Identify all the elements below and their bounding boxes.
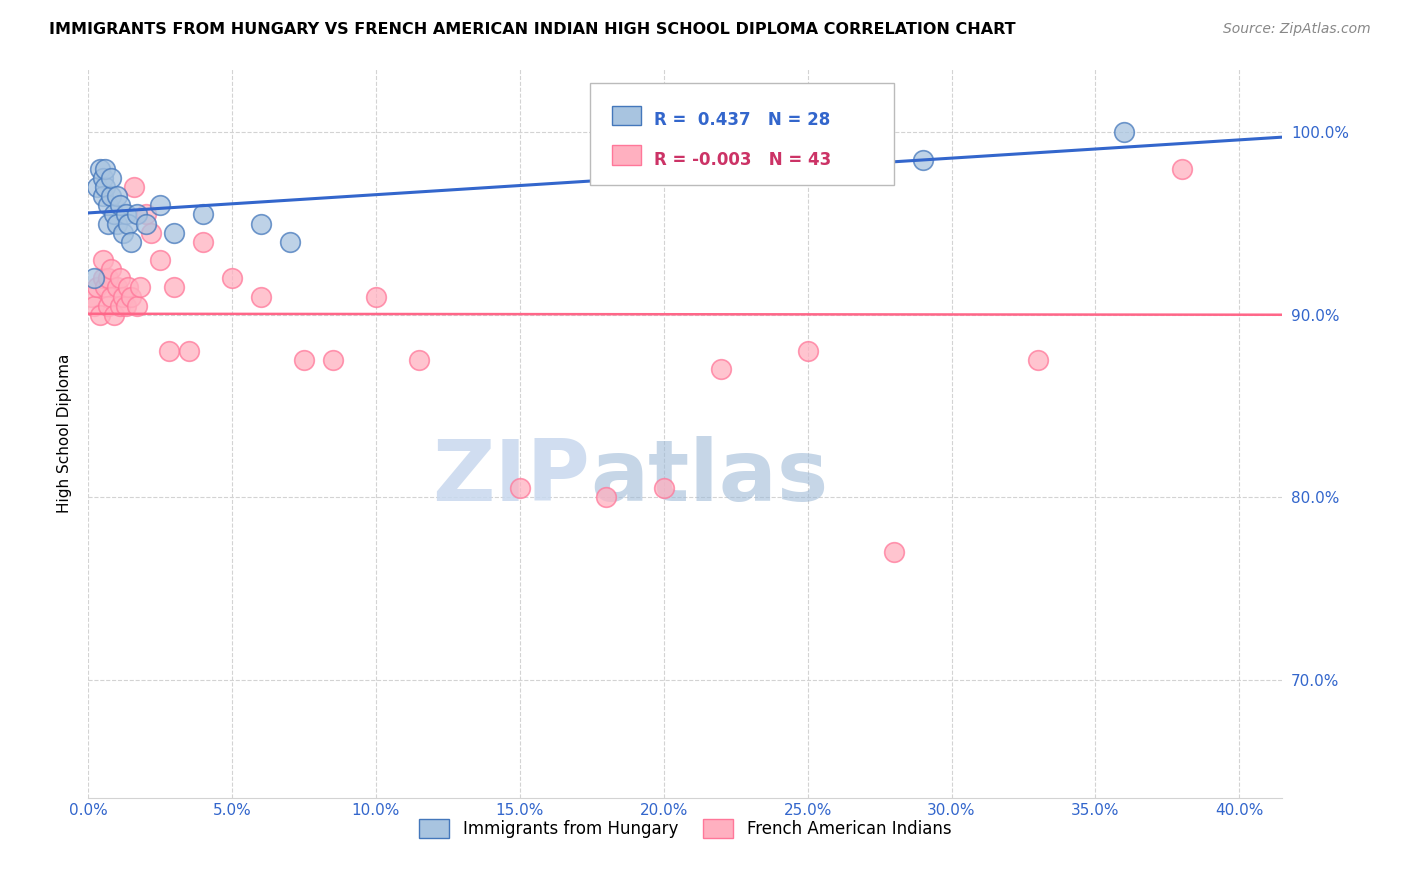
Text: R = -0.003   N = 43: R = -0.003 N = 43: [654, 151, 831, 169]
Point: [94, 161, 117, 176]
Point: [100, 189, 122, 203]
Text: R =  0.437   N = 28: R = 0.437 N = 28: [654, 112, 831, 129]
Point: [135, 207, 157, 221]
Point: [652, 481, 675, 495]
Point: [86, 280, 108, 294]
Point: [83, 271, 105, 285]
Point: [97, 217, 120, 231]
Point: [322, 353, 344, 368]
FancyBboxPatch shape: [613, 145, 641, 165]
Point: [149, 253, 172, 268]
Point: [250, 217, 273, 231]
Point: [94, 180, 117, 194]
Point: [103, 207, 125, 221]
Point: [710, 362, 733, 376]
Point: [163, 226, 186, 240]
Point: [89, 161, 111, 176]
Point: [796, 344, 818, 359]
Point: [125, 299, 148, 313]
Point: [111, 289, 134, 303]
Point: [97, 198, 120, 212]
Point: [408, 353, 430, 368]
Point: [86, 180, 108, 194]
Point: [292, 353, 315, 368]
Point: [114, 207, 136, 221]
Point: [100, 171, 122, 186]
Point: [114, 299, 136, 313]
Point: [120, 289, 142, 303]
Point: [883, 545, 905, 559]
Point: [103, 308, 125, 322]
Point: [108, 271, 131, 285]
Text: Source: ZipAtlas.com: Source: ZipAtlas.com: [1223, 22, 1371, 37]
Point: [129, 280, 152, 294]
Point: [1171, 161, 1194, 176]
Point: [91, 271, 114, 285]
Point: [250, 289, 273, 303]
Point: [111, 226, 134, 240]
Point: [120, 235, 142, 249]
Point: [135, 217, 157, 231]
Point: [89, 308, 111, 322]
Y-axis label: High School Diploma: High School Diploma: [58, 353, 72, 513]
Point: [149, 198, 172, 212]
Point: [595, 490, 617, 504]
Point: [91, 171, 114, 186]
Point: [911, 153, 934, 167]
Point: [193, 235, 215, 249]
Point: [1026, 353, 1049, 368]
Point: [94, 280, 117, 294]
Point: [97, 271, 120, 285]
Text: atlas: atlas: [589, 435, 828, 518]
Point: [163, 280, 186, 294]
Point: [91, 189, 114, 203]
Point: [80, 289, 103, 303]
Point: [221, 271, 243, 285]
FancyBboxPatch shape: [589, 83, 894, 186]
Point: [122, 180, 145, 194]
Point: [108, 299, 131, 313]
FancyBboxPatch shape: [613, 105, 641, 126]
Point: [364, 289, 387, 303]
Point: [193, 207, 215, 221]
Point: [141, 226, 163, 240]
Point: [278, 235, 301, 249]
Text: ZIP: ZIP: [432, 435, 589, 518]
Point: [108, 198, 131, 212]
Point: [125, 207, 148, 221]
Point: [157, 344, 180, 359]
Point: [100, 289, 122, 303]
Text: IMMIGRANTS FROM HUNGARY VS FRENCH AMERICAN INDIAN HIGH SCHOOL DIPLOMA CORRELATIO: IMMIGRANTS FROM HUNGARY VS FRENCH AMERIC…: [49, 22, 1015, 37]
Point: [117, 280, 139, 294]
Point: [105, 217, 128, 231]
Point: [1114, 125, 1136, 139]
Point: [100, 262, 122, 277]
Point: [105, 189, 128, 203]
Point: [91, 253, 114, 268]
Point: [509, 481, 531, 495]
Point: [105, 280, 128, 294]
Point: [117, 217, 139, 231]
Legend: Immigrants from Hungary, French American Indians: Immigrants from Hungary, French American…: [413, 812, 957, 845]
Point: [83, 299, 105, 313]
Point: [177, 344, 200, 359]
Point: [97, 299, 120, 313]
